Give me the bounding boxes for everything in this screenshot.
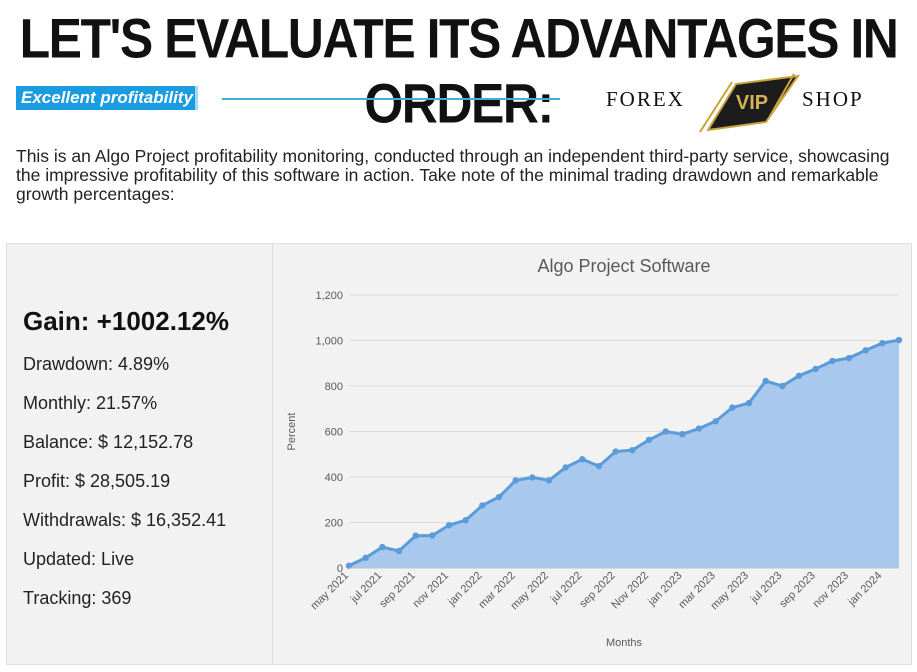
intro-paragraph: This is an Algo Project profitability mo…	[16, 146, 890, 204]
series-line	[348, 338, 900, 568]
logo-vip-emblem: VIP	[699, 73, 801, 133]
data-point	[729, 404, 736, 411]
x-tick-label: nov 2021	[411, 570, 451, 610]
data-point	[612, 448, 619, 455]
section-rule	[222, 98, 560, 100]
data-point	[829, 357, 836, 365]
headline: LET'S EVALUATE ITS ADVANTAGES IN ORDER:	[19, 7, 899, 135]
stat-balance: Balance: $ 12,152.78	[23, 432, 194, 452]
stat-updated: Updated: Live	[23, 549, 135, 569]
logo-word-forex: FOREX	[606, 87, 685, 111]
data-point	[629, 446, 636, 454]
data-point	[645, 436, 653, 444]
data-point	[429, 532, 436, 539]
stat-withdrawals: Withdrawals: $ 16,352.41	[23, 510, 227, 530]
data-point	[345, 562, 353, 569]
forex-vip-shop-logo: FOREX VIP SHOP	[604, 70, 880, 136]
panel-divider	[272, 244, 273, 664]
data-point	[362, 554, 369, 561]
logo-word-shop: SHOP	[802, 87, 864, 111]
x-tick-label: jan 2024	[845, 570, 884, 609]
y-tick-label: 0	[337, 563, 343, 575]
stat-drawdown: Drawdown: 4.89%	[23, 354, 170, 374]
x-axis-title: Months	[606, 637, 643, 649]
y-tick-label: 600	[325, 427, 343, 439]
data-point	[712, 418, 719, 425]
data-point	[795, 372, 803, 379]
stat-profit: Profit: $ 28,505.19	[23, 471, 171, 491]
data-point	[462, 517, 469, 524]
y-tick-label: 200	[325, 518, 343, 530]
data-point	[662, 428, 669, 435]
x-tick-label: nov 2023	[811, 570, 851, 610]
data-point	[379, 543, 386, 551]
logo-vip-text: VIP	[736, 92, 768, 114]
x-tick-label: Nov 2022	[609, 570, 651, 612]
data-point	[579, 456, 586, 463]
data-point	[479, 502, 486, 509]
y-tick-label: 400	[325, 472, 343, 484]
gain-chart: Algo Project Software 0 200 400 600 800 1,000 1…	[286, 256, 903, 649]
data-point	[595, 462, 603, 470]
data-point	[679, 431, 686, 438]
data-point	[895, 336, 903, 344]
y-tick-label: 1,200	[315, 290, 343, 302]
data-point	[812, 365, 819, 373]
chart-title: Algo Project Software	[537, 256, 710, 276]
data-point	[495, 493, 503, 501]
stat-monthly: Monthly: 21.57%	[23, 393, 158, 413]
series-area	[349, 340, 899, 568]
stats-column: Gain: +1002.12% Drawdown: 4.89% Monthly:…	[7, 244, 272, 664]
data-point	[695, 425, 703, 432]
data-point	[412, 532, 419, 539]
x-tick-label: may 2021	[308, 570, 351, 613]
stat-tracking: Tracking: 369	[23, 588, 132, 608]
data-point	[545, 477, 553, 484]
y-tick-label: 1,000	[315, 336, 343, 348]
data-point	[745, 399, 753, 407]
y-axis-title: Percent	[286, 413, 298, 451]
data-point	[862, 347, 869, 354]
data-point	[845, 354, 853, 362]
data-point	[879, 340, 886, 347]
data-point	[762, 377, 769, 385]
monitoring-panel: Gain: +1002.12% Drawdown: 4.89% Monthly:…	[6, 243, 912, 665]
section-tag: Excellent profitability	[16, 86, 198, 110]
chart-area: Algo Project Software 0 200 400 600 800 1,000 1…	[273, 244, 911, 664]
data-point	[395, 547, 403, 555]
data-point	[529, 474, 536, 481]
stat-gain: Gain: +1002.12%	[23, 306, 229, 336]
data-point	[445, 522, 453, 529]
data-point	[562, 464, 569, 471]
data-point	[779, 382, 786, 390]
data-point	[512, 477, 519, 484]
y-tick-label: 800	[325, 381, 343, 393]
